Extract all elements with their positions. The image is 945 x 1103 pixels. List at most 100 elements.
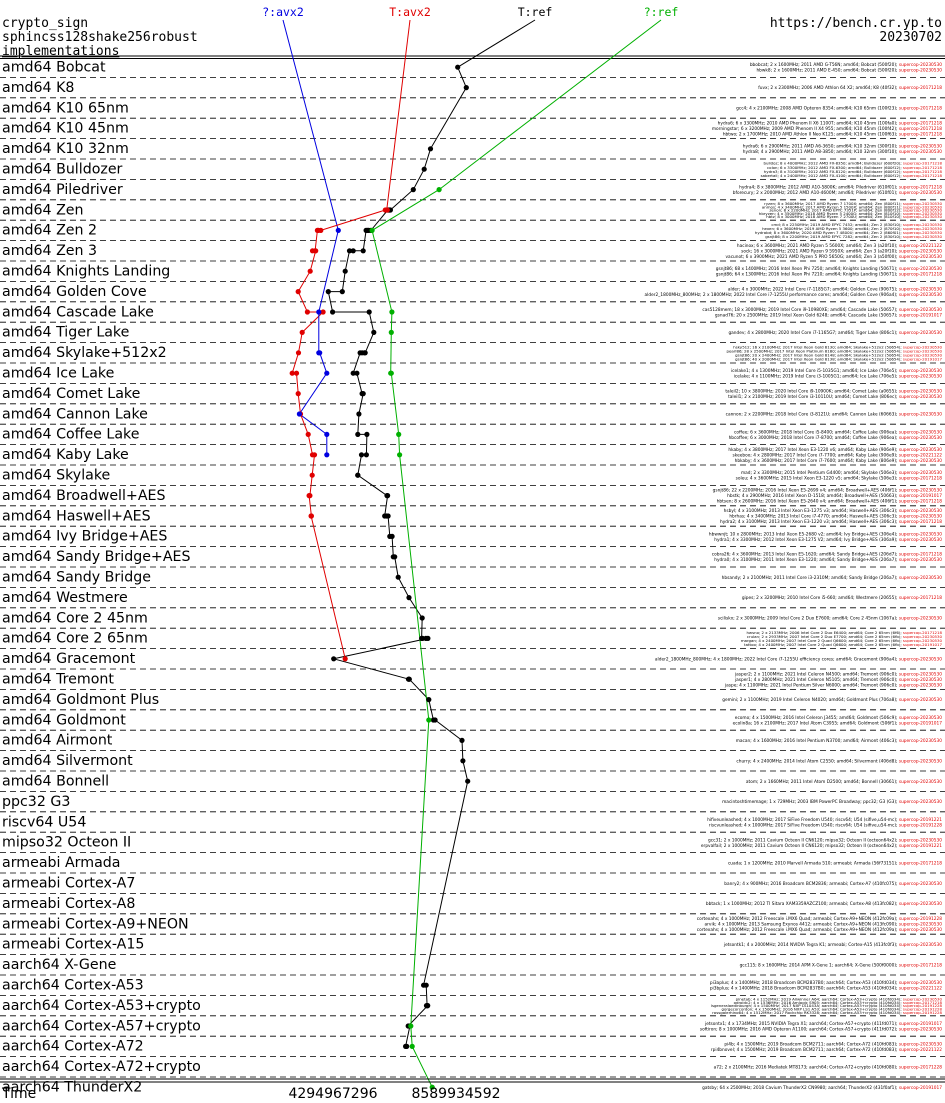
category-label: amd64 Knights Landing [2, 264, 170, 280]
data-point [346, 248, 353, 254]
data-point [425, 635, 431, 642]
data-point [358, 452, 365, 458]
data-point [311, 452, 318, 458]
machine-description: hbwk8; 2 x 1600MHz; 2011 AMD E-450; amd6… [756, 68, 942, 74]
date-label: 20230702 [879, 30, 942, 45]
data-point [426, 697, 432, 703]
series-connector [438, 19, 662, 190]
machine-description: icelake1; 4 x 1300MHz; 2019 Intel Core i… [731, 368, 942, 374]
data-point [385, 493, 391, 499]
machine-description: hydrabd; 8 x 3600MHz; 2020 AMD Ryzen 7 4… [755, 230, 943, 235]
category-label: amd64 Piledriver [2, 182, 123, 198]
machine-description: alder; 4 x 3000MHz; 2022 Intel Core i7-1… [728, 286, 942, 292]
machine-description: ecomo; 4 x 1500MHz; 2016 Intel Celeron J… [735, 715, 942, 721]
machine-description: jetsontk1; 4 x 2000MHz; 2014 NVIDIA Tegr… [723, 942, 942, 948]
category-label: ppc32 G3 [2, 794, 70, 810]
data-point [369, 227, 375, 233]
machine-description: cobra26; 4 x 3600MHz; 2013 Intel Xeon E5… [712, 552, 943, 558]
site-url[interactable]: https://bench.cr.yp.to [770, 16, 942, 31]
machine-description: soleu; 4 x 3600MHz; 2015 Intel Xeon E3-1… [736, 476, 943, 482]
machine-description: alder2_1800MHz_800MHz; 2 x 1800MHz; 2022… [645, 292, 943, 298]
data-point [356, 411, 362, 417]
category-label: amd64 K8 [2, 80, 74, 96]
machine-description: jasper2; 2 x 1100MHz; 2021 Intel Celeron… [734, 671, 942, 677]
category-label: aarch64 Cortex-A72 [2, 1039, 144, 1055]
machine-description: cortexahs; 4 x 1000MHz; 2012 Freescale i… [697, 916, 942, 922]
category-label: amd64 Tremont [2, 672, 114, 688]
data-point [299, 329, 305, 335]
data-point [360, 391, 366, 397]
category-label: amd64 Silvermont [2, 753, 133, 769]
machine-descriptions: bbobcat; 2 x 1600MHz; 2011 AMD G-T56N; a… [645, 62, 943, 1091]
data-point [388, 329, 394, 335]
series-label: ?:ref [644, 5, 679, 19]
machine-description: rpi4bnovel; 4 x 1500MHz; 2019 Broadcom B… [711, 1047, 942, 1053]
machine-description: sciliskx; 2 x 3000MHz; 2009 Intel Core 2… [718, 616, 942, 622]
data-point [308, 513, 314, 519]
machine-description: rossgalerhino64; 4 x 1512MHz; 2017 Rockc… [712, 1010, 942, 1015]
machine-description: alder2_1800MHz_800MHz; 4 x 1800MHz; 2022… [655, 656, 942, 662]
machine-description: hsky512; 16 x 2100MHz; 2017 Intel Xeon G… [733, 344, 942, 349]
machine-description: ecolin8a; 16 x 2100MHz; 2017 Intel Atom … [733, 720, 943, 726]
data-point [350, 248, 356, 254]
machine-description: hexen; 6 x 3600MHz; 2019 AMD Ryzen 5 360… [762, 226, 942, 231]
machine-description: gsnjt86; 64 x 1300MHz; 2016 Intel Xeon P… [716, 272, 942, 278]
data-point [426, 717, 432, 723]
category-label: amd64 Ivy Bridge+AES [2, 529, 167, 545]
machine-description: bbobcat; 2 x 1600MHz; 2011 AMD G-T56N; a… [750, 62, 942, 68]
data-point [324, 370, 330, 376]
machine-description: churry; 4 x 2400MHz; 2014 Intel Atom C25… [736, 758, 942, 764]
data-point [406, 595, 412, 601]
machine-description: hifiveunleashed; 4 x 1000MHz; 2017 SiFiv… [707, 817, 942, 823]
machine-description: hydra8; 4 x 2900MHz; 2011 AMD A8-3850; a… [743, 149, 942, 155]
machine-description: cas5128mem; 18 x 3000MHz; 2019 Intel Cor… [702, 307, 942, 313]
data-point [324, 452, 330, 458]
series-label: T:ref [518, 5, 553, 19]
machine-description: icelake; 4 x 1100MHz; 2019 Intel Core i3… [734, 374, 943, 380]
x-tick-label: 4294967296 [288, 1086, 377, 1102]
machine-description: coffee; 6 x 3600MHz; 2018 Intel Core i5-… [734, 429, 942, 435]
x-axis-label: Time [1, 1086, 36, 1102]
machine-description: banry2; 4 x 900MHz; 2016 Broadcom BCM283… [724, 881, 942, 887]
x-axis: Time 4294967296 8589934592 [0, 1078, 945, 1102]
category-label: aarch64 Cortex-A57+crypto [2, 1018, 201, 1034]
data-point [342, 656, 348, 662]
data-point [385, 513, 391, 519]
title-line3[interactable]: implementations [2, 44, 119, 59]
machine-description: gorgecorcordon; 4 x 1500MHz; 2016 NXP LS… [722, 1006, 943, 1011]
title-line2: sphincss128shake256robust [2, 30, 198, 45]
data-point [408, 1023, 414, 1029]
machine-description: atom; 2 x 1660MHz; 2011 Intel Atom D2500… [746, 779, 942, 785]
machine-description: macan; 4 x 1600MHz; 2016 Intel Pentium N… [736, 738, 943, 744]
category-label: aarch64 Cortex-A72+crypto [2, 1059, 201, 1075]
machine-description: gipes; 2 x 3200MHz; 2010 Intel Core i5-6… [742, 595, 942, 601]
category-label: amd64 Airmont [2, 733, 113, 749]
machine-description: riscvunleashed; 4 x 1000MHz; 2017 SiFive… [709, 822, 942, 828]
machine-description: gcc31; 2 x 1000MHz; 2011 Cavium Octeon I… [708, 837, 942, 843]
category-label: amd64 Bulldozer [2, 162, 123, 178]
category-label: aarch64 ThunderX2 [2, 1080, 142, 1096]
machine-description: hydra2; 4 x 3100MHz; 2013 Intel Xeon E3-… [720, 519, 942, 525]
data-point [463, 85, 469, 91]
category-label: amd64 Bobcat [2, 60, 106, 76]
data-point [320, 309, 326, 315]
machine-description: hbstk; 4 x 2900MHz; 2016 Intel Xeon D-15… [727, 493, 942, 499]
machine-description: fuvx; 2 x 2300MHz; 2006 AMD Athlon 64 X2… [758, 85, 942, 91]
category-label: amd64 Goldmont [2, 712, 126, 728]
machine-description: erpvalfail; 2 x 1000MHz; 2011 Cavium Oct… [701, 843, 942, 849]
category-label: armeabi Cortex-A9+NEON [2, 916, 189, 932]
machine-description: jetsontx1; 4 x 1734MHz; 2015 NVIDIA Tegr… [704, 1021, 942, 1027]
category-label: amd64 Goldmont Plus [2, 692, 159, 708]
series-line [298, 230, 339, 455]
machine-description: margan; 4 x 2400MHz; 2007 Intel Core 2 Q… [741, 638, 943, 643]
machine-description: arvik; 4 x 1000MHz; 2013 Samsung Exynos … [705, 922, 943, 928]
category-label: amd64 Cascade Lake [2, 304, 154, 320]
data-point [389, 309, 395, 315]
data-point [427, 146, 434, 152]
series-connector [282, 19, 339, 231]
machine-description: gandev; 4 x 2800MHz; 2020 Intel Core i7-… [728, 330, 942, 336]
category-label: amd64 Zen [2, 202, 84, 218]
category-label: aarch64 Cortex-A53 [2, 978, 144, 994]
data-point [355, 431, 361, 437]
